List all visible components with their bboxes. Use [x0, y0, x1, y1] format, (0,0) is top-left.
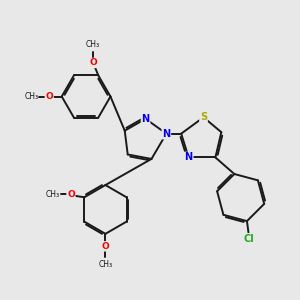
Text: O: O — [101, 242, 109, 251]
Text: CH₃: CH₃ — [24, 92, 38, 101]
Text: Cl: Cl — [244, 234, 254, 244]
Text: CH₃: CH₃ — [45, 190, 60, 199]
Text: S: S — [200, 112, 207, 122]
Text: CH₃: CH₃ — [86, 40, 100, 49]
Text: O: O — [89, 58, 97, 68]
Text: N: N — [184, 152, 193, 162]
Text: CH₃: CH₃ — [98, 260, 112, 268]
Text: N: N — [142, 114, 150, 124]
Text: O: O — [45, 92, 53, 101]
Text: N: N — [162, 129, 170, 139]
Text: O: O — [67, 190, 75, 199]
